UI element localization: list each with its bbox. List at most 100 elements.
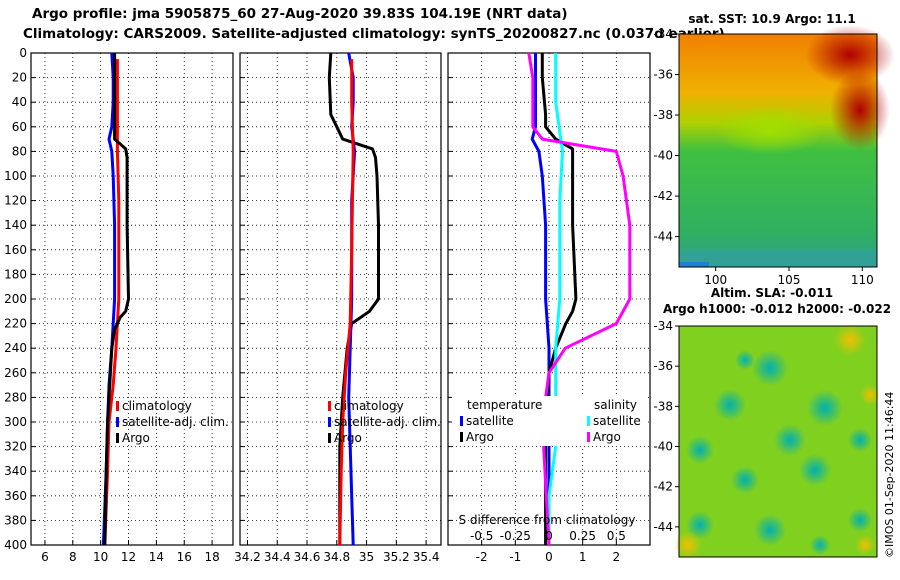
sla-eddy [686, 436, 714, 464]
legend-swatch [116, 417, 119, 427]
profile-panel-3: -2 -1 0 1 2 temperature salinity satellite Argo s… [447, 52, 651, 564]
x-tick-label: 34.2 [234, 550, 261, 564]
depth-tick-label: 380 [4, 513, 27, 527]
depth-tick-label: 60 [12, 120, 27, 134]
legend-swatch [328, 433, 331, 443]
sla-eddy [799, 454, 831, 486]
x-tick-label: 2 [613, 550, 621, 564]
map-y-tick-label: -34 [653, 319, 673, 333]
climatology-line [338, 59, 355, 546]
sal-diff-tick-label: -0.5 [470, 529, 493, 543]
legend-swatch [587, 432, 590, 442]
legend-swatch [460, 432, 463, 442]
sla-eddy [848, 428, 872, 452]
sla-high [834, 324, 866, 356]
legend-label: Argo [466, 430, 494, 444]
x-tick-label: 34.8 [323, 550, 350, 564]
sst-land-edge [679, 262, 709, 267]
x-tick-label: 18 [204, 550, 219, 564]
x-tick-label: 14 [149, 550, 164, 564]
legend-label: Argo [593, 430, 621, 444]
sst-yellow-patch [715, 105, 825, 155]
map-y-tick-label: -44 [653, 230, 673, 244]
x-tick-label: 35.2 [383, 550, 410, 564]
sst-map-frame [678, 33, 878, 268]
legend-swatch [328, 401, 331, 411]
legend-swatch [460, 416, 463, 426]
map-x-tick-label: 100 [704, 273, 727, 287]
sal-satellite-diff-line [547, 53, 564, 545]
header-line-2: Climatology: CARS2009. Satellite-adjuste… [23, 26, 725, 42]
x-tick-label: -1 [509, 550, 521, 564]
sla-high [855, 535, 875, 555]
map-x-tick-label: 105 [778, 273, 801, 287]
legend-label: climatology [122, 399, 192, 413]
legend-label: satellite-adj. clim. [122, 415, 229, 429]
map-x-tick-label: 110 [851, 273, 874, 287]
legend-title-salinity: salinity [594, 398, 637, 412]
x-tick-label: 1 [579, 550, 587, 564]
sla-map-title-1: Altim. SLA: -0.011 [711, 286, 833, 300]
depth-tick-label: 280 [4, 390, 27, 404]
depth-tick-label: 300 [4, 415, 27, 429]
legend-label: satellite [593, 414, 641, 428]
x-tick-label: 35.4 [413, 550, 440, 564]
header-line-1: Argo profile: jma 5905875_60 27-Aug-2020… [32, 6, 568, 22]
legend-background [452, 396, 646, 446]
depth-tick-label: 80 [12, 144, 27, 158]
sla-eddy [807, 390, 843, 426]
sla-high [860, 385, 880, 405]
sal-diff-tick-label: 0.5 [607, 529, 626, 543]
legend-swatch [116, 401, 119, 411]
map-y-tick-label: -38 [653, 399, 673, 413]
profile-panel-1: 6 8 10 12 14 16 18 climatology satellite-adj. cl… [30, 52, 234, 564]
depth-tick-label: 20 [12, 71, 27, 85]
x-tick-label: 10 [93, 550, 108, 564]
map-y-tick-label: -38 [653, 108, 673, 122]
map-y-tick-label: -42 [653, 480, 673, 494]
x-tick-label: 0 [545, 550, 553, 564]
sst-map-title: sat. SST: 10.9 Argo: 11.1 [688, 12, 855, 26]
sst-cool-edge [679, 250, 877, 267]
x-tick-label: 35 [359, 550, 374, 564]
sst-map: sat. SST: 10.9 Argo: 11.1 -34 -36 -38 -40 -4… [653, 12, 895, 287]
depth-tick-label: 180 [4, 267, 27, 281]
depth-tick-label: 200 [4, 292, 27, 306]
legend-title-temperature: temperature [467, 398, 542, 412]
sla-eddy [754, 514, 786, 546]
legend-label: satellite [466, 414, 514, 428]
sla-map-frame [678, 325, 878, 558]
legend-swatch [587, 416, 590, 426]
sst-warm-patch [830, 70, 890, 150]
sal-diff-tick-label: 0.25 [569, 529, 596, 543]
sla-map-title-2: Argo h1000: -0.012 h2000: -0.022 [663, 302, 891, 316]
map-y-tick-label: -40 [653, 149, 673, 163]
legend-label: Argo [122, 431, 150, 445]
sal-diff-axis-title: S difference from climatology [459, 513, 636, 527]
map-y-tick-label: -44 [653, 520, 673, 534]
sla-eddy [731, 466, 759, 494]
depth-tick-label: 100 [4, 169, 27, 183]
legend-swatch [328, 417, 331, 427]
sla-eddy [714, 389, 746, 421]
x-tick-label: 34.6 [294, 550, 321, 564]
map-y-tick-label: -36 [653, 68, 673, 82]
legend-swatch [116, 433, 119, 443]
depth-tick-label: 120 [4, 194, 27, 208]
depth-tick-label: 260 [4, 366, 27, 380]
profile-panel-2: 34.2 34.4 34.6 34.8 35 35.2 35.4 climatology sat… [234, 52, 442, 564]
depth-tick-label: 340 [4, 464, 27, 478]
depth-tick-label: 220 [4, 317, 27, 331]
sla-eddy [774, 424, 806, 456]
legend-label: climatology [334, 399, 404, 413]
x-tick-label: 8 [69, 550, 77, 564]
depth-tick-label: 160 [4, 243, 27, 257]
map-y-tick-label: -40 [653, 440, 673, 454]
depth-tick-label: 0 [19, 46, 27, 60]
x-tick-label: 34.4 [264, 550, 291, 564]
sla-eddy [848, 508, 872, 532]
map-y-tick-label: -42 [653, 189, 673, 203]
sal-diff-tick-label: -0.25 [500, 529, 531, 543]
depth-tick-label: 40 [12, 95, 27, 109]
legend-label: satellite-adj. clim. [334, 415, 441, 429]
